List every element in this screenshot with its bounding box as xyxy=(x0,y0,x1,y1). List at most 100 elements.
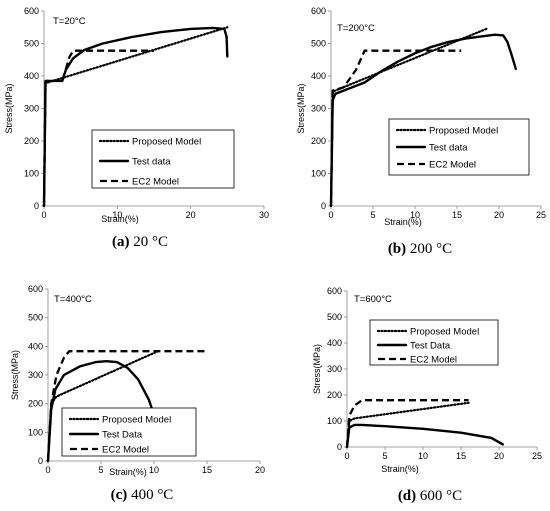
x-tick-label: 20 xyxy=(494,210,504,220)
y-tick-label: 200 xyxy=(24,136,39,146)
y-tick-label: 500 xyxy=(24,39,39,49)
legend-label: EC2 Model xyxy=(429,160,476,171)
x-tick-label: 0 xyxy=(344,451,349,461)
legend: Proposed Model Test data EC2 Model xyxy=(91,129,235,189)
caption-letter: (a) xyxy=(112,234,130,250)
legend: Proposed Model Test Data EC2 Model xyxy=(61,407,197,457)
panel-4: 0 100 200 300 400 500 600 0 5 10 15 20 25 Stress(MPa)… xyxy=(312,286,542,504)
y-tick-label: 600 xyxy=(24,6,39,16)
x-tick-label: 30 xyxy=(259,210,269,220)
y-tick-label: 400 xyxy=(24,71,39,81)
panel-caption: (b) 200 °C xyxy=(388,241,452,257)
legend-box xyxy=(91,129,235,189)
caption-text: 400 °C xyxy=(127,487,173,503)
legend-label: Test data xyxy=(429,143,468,154)
y-tick-label: 200 xyxy=(28,399,43,409)
x-tick-label: 0 xyxy=(328,210,333,220)
y-tick-label: 300 xyxy=(311,104,326,114)
temperature-label: T=600°C xyxy=(354,294,392,305)
temperature-label: T=200°C xyxy=(337,23,375,34)
x-tick-label: 10 xyxy=(410,210,420,220)
legend-label: EC2 Model xyxy=(410,355,457,366)
x-tick-label: 20 xyxy=(255,465,265,475)
series-line-dashed xyxy=(345,399,469,448)
y-tick-label: 300 xyxy=(28,370,43,380)
y-axis-label: Stress(MPa) xyxy=(4,83,14,133)
legend-label: Proposed Model xyxy=(410,327,479,338)
x-tick-label: 5 xyxy=(382,451,387,461)
panel-1: 0 100 200 300 400 500 600 0 10 20 30 Stress(MPa) Str… xyxy=(4,6,269,250)
y-tick-label: 500 xyxy=(311,39,326,49)
legend-label: EC2 Model xyxy=(132,177,179,188)
y-axis-label: Stress(MPa) xyxy=(10,350,20,400)
x-axis-label: Strain(%) xyxy=(101,214,139,224)
y-axis-label: Stress(MPa) xyxy=(296,83,306,133)
caption-text: 600 °C xyxy=(416,488,462,504)
x-tick-label: 25 xyxy=(536,210,546,220)
x-tick-label: 5 xyxy=(370,210,375,220)
y-tick-label: 0 xyxy=(321,201,326,211)
caption-letter: (d) xyxy=(398,488,416,504)
x-axis-label: Strain(%) xyxy=(381,464,419,474)
series-line-solid xyxy=(42,26,229,208)
caption-letter: (b) xyxy=(388,241,406,257)
legend-label: Test Data xyxy=(410,341,451,352)
caption-text: 200 °C xyxy=(406,241,452,257)
legend-label: Proposed Model xyxy=(102,415,171,426)
panel-2: 0 100 200 300 400 500 600 0 5 10 15 20 25 Stress(MPa)… xyxy=(296,6,546,257)
y-tick-label: 400 xyxy=(311,71,326,81)
x-tick-label: 15 xyxy=(452,210,462,220)
series-line-solid xyxy=(345,423,504,449)
series-line-solid xyxy=(46,360,162,463)
x-tick-label: 25 xyxy=(532,451,542,461)
legend-label: Test data xyxy=(132,157,171,168)
x-tick-label: 0 xyxy=(45,465,50,475)
x-tick-label: 20 xyxy=(186,210,196,220)
panel-caption: (d) 600 °C xyxy=(398,488,462,504)
legend-label: Test Data xyxy=(102,430,143,441)
temperature-label: T=20°C xyxy=(53,16,86,27)
x-tick-label: 15 xyxy=(202,465,212,475)
panel-caption: (c) 400 °C xyxy=(111,487,174,503)
y-tick-label: 100 xyxy=(28,427,43,437)
x-tick-label: 5 xyxy=(98,465,103,475)
legend-box xyxy=(369,319,499,366)
y-tick-label: 100 xyxy=(24,169,39,179)
legend-label: EC2 Model xyxy=(102,445,149,456)
y-tick-label: 0 xyxy=(38,456,43,466)
y-tick-label: 0 xyxy=(34,201,39,211)
y-tick-label: 600 xyxy=(327,286,342,296)
y-tick-label: 200 xyxy=(311,136,326,146)
y-tick-label: 400 xyxy=(28,341,43,351)
x-tick-label: 10 xyxy=(149,465,159,475)
y-tick-label: 100 xyxy=(327,416,342,426)
series-line-solid xyxy=(329,33,517,208)
y-tick-label: 200 xyxy=(327,390,342,400)
legend-label: Proposed Model xyxy=(132,137,201,148)
panel-caption: (a) 20 °C xyxy=(112,234,168,250)
y-tick-label: 300 xyxy=(24,104,39,114)
y-tick-label: 600 xyxy=(28,284,43,294)
x-tick-label: 20 xyxy=(494,451,504,461)
x-tick-label: 15 xyxy=(456,451,466,461)
series-line-dashed xyxy=(42,49,154,207)
x-axis-label: Strain(%) xyxy=(384,217,422,227)
series-line-dashed xyxy=(46,350,207,462)
x-axis-label: Strain(%) xyxy=(109,467,147,477)
y-tick-label: 500 xyxy=(28,313,43,323)
temperature-label: T=400°C xyxy=(54,294,92,305)
x-tick-label: 10 xyxy=(112,210,122,220)
panel-3: 0 100 200 300 400 500 600 0 5 10 15 20 Stress(MPa) St… xyxy=(10,284,265,503)
x-tick-label: 10 xyxy=(418,451,428,461)
y-axis-label: Stress(MPa) xyxy=(312,344,322,394)
x-tick-label: 0 xyxy=(41,210,46,220)
y-tick-label: 0 xyxy=(337,442,342,452)
y-tick-label: 400 xyxy=(327,338,342,348)
caption-text: 20 °C xyxy=(129,234,168,250)
caption-letter: (c) xyxy=(111,487,128,503)
y-tick-label: 300 xyxy=(327,364,342,374)
y-tick-label: 500 xyxy=(327,312,342,322)
legend: Proposed Model Test Data EC2 Model xyxy=(369,319,499,366)
legend: Proposed Model Test data EC2 Model xyxy=(388,118,530,176)
